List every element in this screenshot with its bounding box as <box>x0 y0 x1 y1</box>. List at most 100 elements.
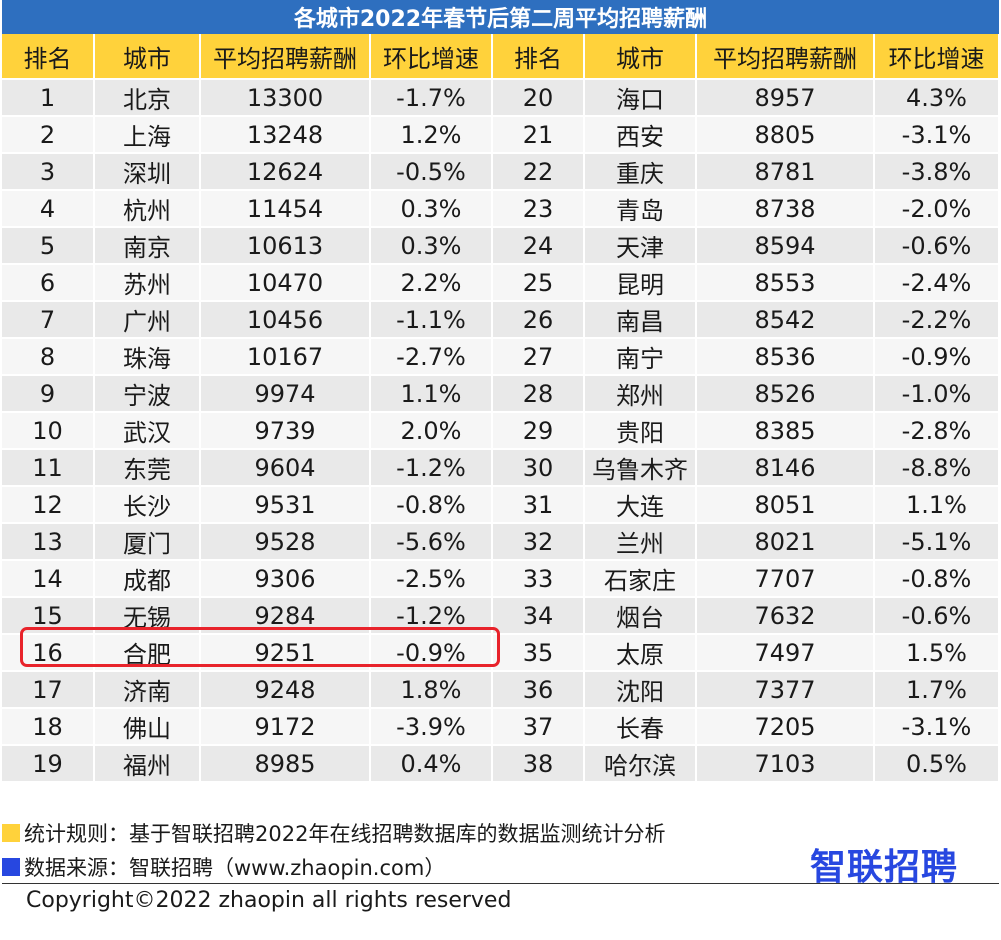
cell-city: 无锡 <box>94 597 201 635</box>
cell-city: 济南 <box>94 671 201 709</box>
cell-growth: 0.5% <box>874 745 1000 783</box>
cell-salary: 8146 <box>696 449 875 487</box>
cell-rank: 24 <box>492 227 585 265</box>
cell-city: 佛山 <box>94 708 201 746</box>
header-salary: 平均招聘薪酬 <box>200 34 371 80</box>
cell-rank: 1 <box>2 79 95 117</box>
cell-salary: 9531 <box>200 486 371 524</box>
cell-city: 武汉 <box>94 412 201 450</box>
cell-rank: 9 <box>2 375 95 413</box>
copyright: Copyright©2022 zhaopin all rights reserv… <box>26 888 512 913</box>
table-row: 3 深圳 12624 -0.5% 22 重庆 8781 -3.8% <box>2 153 1000 191</box>
cell-growth: -5.1% <box>874 523 1000 561</box>
cell-rank: 10 <box>2 412 95 450</box>
cell-salary: 7377 <box>696 671 875 709</box>
cell-salary: 8021 <box>696 523 875 561</box>
cell-rank: 20 <box>492 79 585 117</box>
cell-salary: 8957 <box>696 79 875 117</box>
cell-growth: -1.7% <box>370 79 493 117</box>
zhaopin-logo: 智联招聘 <box>810 847 959 888</box>
cell-city: 上海 <box>94 116 201 154</box>
cell-city: 长春 <box>584 708 697 746</box>
cell-salary: 7497 <box>696 634 875 672</box>
cell-city: 深圳 <box>94 153 201 191</box>
table-row: 2 上海 13248 1.2% 21 西安 8805 -3.1% <box>2 116 1000 154</box>
cell-growth: -0.8% <box>370 486 493 524</box>
cell-rank: 30 <box>492 449 585 487</box>
cell-salary: 9306 <box>200 560 371 598</box>
cell-rank: 16 <box>2 634 95 672</box>
cell-city: 苏州 <box>94 264 201 302</box>
cell-growth: 1.8% <box>370 671 493 709</box>
table-row: 6 苏州 10470 2.2% 25 昆明 8553 -2.4% <box>2 264 1000 302</box>
cell-growth: 1.1% <box>370 375 493 413</box>
cell-city: 天津 <box>584 227 697 265</box>
cell-growth: 1.7% <box>874 671 1000 709</box>
yellow-square-icon <box>2 824 20 842</box>
cell-city: 长沙 <box>94 486 201 524</box>
cell-city: 兰州 <box>584 523 697 561</box>
cell-growth: 1.5% <box>874 634 1000 672</box>
cell-growth: -2.7% <box>370 338 493 376</box>
cell-growth: 0.3% <box>370 227 493 265</box>
cell-salary: 8526 <box>696 375 875 413</box>
cell-rank: 6 <box>2 264 95 302</box>
cell-rank: 27 <box>492 338 585 376</box>
table-row: 12 长沙 9531 -0.8% 31 大连 8051 1.1% <box>2 486 1000 524</box>
cell-salary: 8781 <box>696 153 875 191</box>
cell-salary: 9248 <box>200 671 371 709</box>
cell-city: 西安 <box>584 116 697 154</box>
cell-rank: 17 <box>2 671 95 709</box>
cell-salary: 10470 <box>200 264 371 302</box>
cell-salary: 8536 <box>696 338 875 376</box>
cell-growth: -2.0% <box>874 190 1000 228</box>
cell-city: 沈阳 <box>584 671 697 709</box>
cell-salary: 8385 <box>696 412 875 450</box>
table-row: 8 珠海 10167 -2.7% 27 南宁 8536 -0.9% <box>2 338 1000 376</box>
table-row: 15 无锡 9284 -1.2% 34 烟台 7632 -0.6% <box>2 597 1000 635</box>
cell-growth: -8.8% <box>874 449 1000 487</box>
header-growth: 环比增速 <box>874 34 1000 80</box>
table-row: 19 福州 8985 0.4% 38 哈尔滨 7103 0.5% <box>2 745 1000 783</box>
cell-salary: 13300 <box>200 79 371 117</box>
cell-city: 南宁 <box>584 338 697 376</box>
header-city: 城市 <box>94 34 201 80</box>
cell-city: 郑州 <box>584 375 697 413</box>
cell-city: 重庆 <box>584 153 697 191</box>
source-note: 数据来源：智联招聘（www.zhaopin.com） <box>2 852 445 882</box>
cell-salary: 9251 <box>200 634 371 672</box>
cell-growth: -0.8% <box>874 560 1000 598</box>
cell-rank: 29 <box>492 412 585 450</box>
header-growth: 环比增速 <box>370 34 493 80</box>
cell-rank: 28 <box>492 375 585 413</box>
header-salary: 平均招聘薪酬 <box>696 34 875 80</box>
cell-salary: 9528 <box>200 523 371 561</box>
cell-salary: 8542 <box>696 301 875 339</box>
cell-rank: 2 <box>2 116 95 154</box>
table-row: 14 成都 9306 -2.5% 33 石家庄 7707 -0.8% <box>2 560 1000 598</box>
cell-rank: 33 <box>492 560 585 598</box>
cell-growth: 2.0% <box>370 412 493 450</box>
cell-growth: 0.4% <box>370 745 493 783</box>
cell-growth: -0.6% <box>874 227 1000 265</box>
cell-growth: -0.9% <box>874 338 1000 376</box>
cell-salary: 8553 <box>696 264 875 302</box>
cell-rank: 19 <box>2 745 95 783</box>
cell-rank: 8 <box>2 338 95 376</box>
cell-rank: 22 <box>492 153 585 191</box>
cell-salary: 8051 <box>696 486 875 524</box>
cell-rank: 5 <box>2 227 95 265</box>
cell-city: 南京 <box>94 227 201 265</box>
cell-city: 哈尔滨 <box>584 745 697 783</box>
table-row: 17 济南 9248 1.8% 36 沈阳 7377 1.7% <box>2 671 1000 709</box>
cell-city: 大连 <box>584 486 697 524</box>
cell-city: 南昌 <box>584 301 697 339</box>
cell-city: 海口 <box>584 79 697 117</box>
cell-rank: 4 <box>2 190 95 228</box>
source-note-text: 数据来源：智联招聘（www.zhaopin.com） <box>24 856 446 880</box>
table-row: 1 北京 13300 -1.7% 20 海口 8957 4.3% <box>2 79 1000 117</box>
cell-growth: 1.1% <box>874 486 1000 524</box>
cell-city: 石家庄 <box>584 560 697 598</box>
cell-salary: 8594 <box>696 227 875 265</box>
cell-city: 珠海 <box>94 338 201 376</box>
